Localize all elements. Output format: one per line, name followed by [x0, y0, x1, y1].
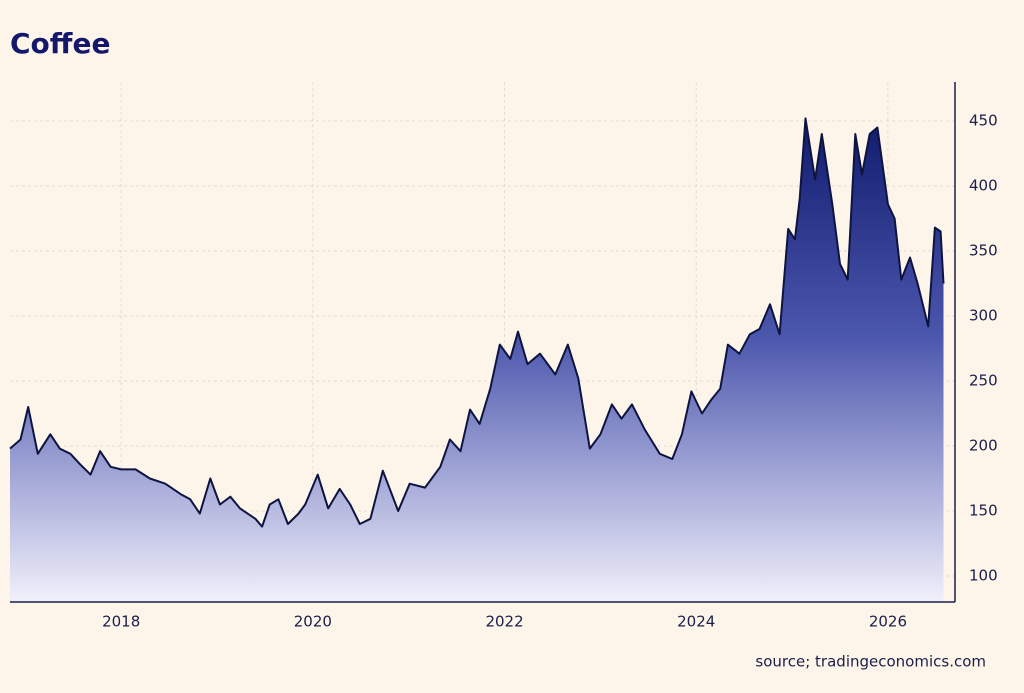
y-tick-label: 400	[969, 177, 998, 195]
y-tick-label: 450	[969, 112, 998, 130]
x-tick-label: 2020	[294, 613, 332, 631]
y-tick-label: 250	[969, 372, 998, 390]
area	[10, 118, 944, 603]
y-tick-label: 100	[969, 567, 998, 585]
y-tick-label: 300	[969, 307, 998, 325]
chart-title: Coffee	[10, 27, 110, 60]
y-tick-label: 200	[969, 437, 998, 455]
y-tick-label: 150	[969, 502, 998, 520]
y-tick-label: 350	[969, 242, 998, 260]
x-tick-label: 2026	[869, 613, 907, 631]
source: source; tradingeconomics.com	[755, 653, 986, 671]
x-tick-label: 2022	[485, 613, 523, 631]
x-tick-label: 2024	[677, 613, 715, 631]
line	[9, 117, 945, 528]
x-tick-label: 2018	[102, 613, 140, 631]
